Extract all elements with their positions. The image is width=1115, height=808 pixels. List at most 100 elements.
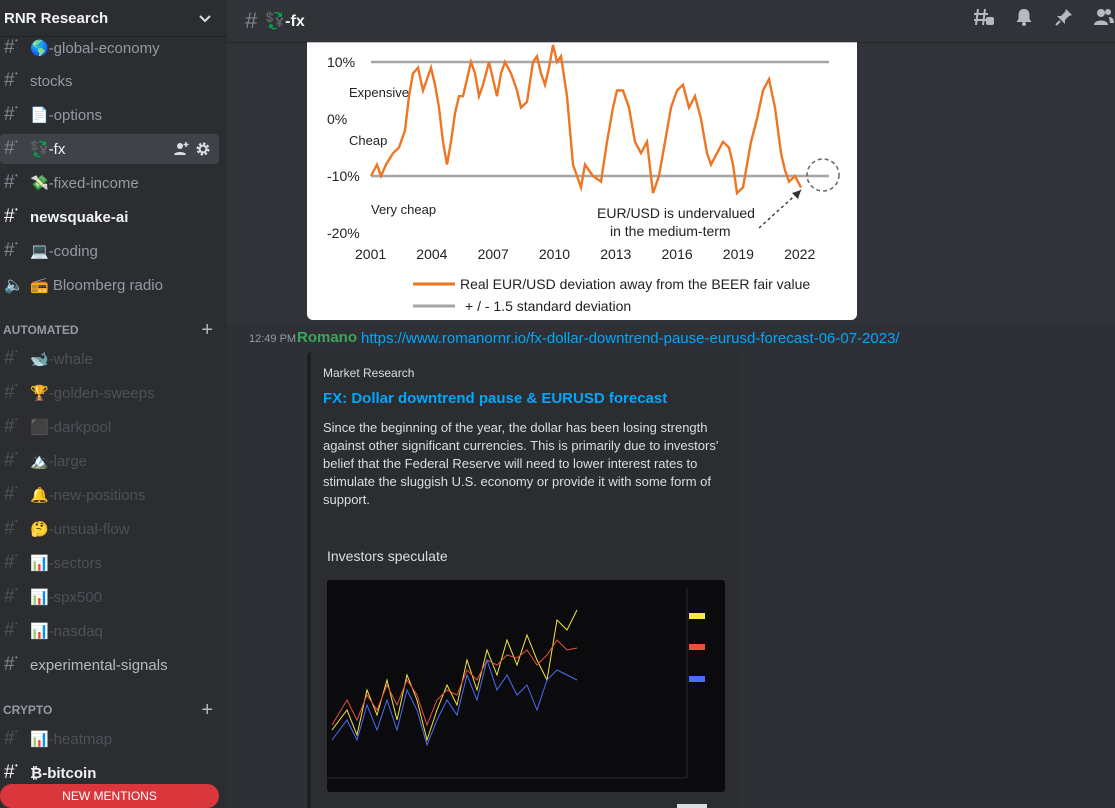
channel-label: 📄-options [30, 107, 103, 124]
channel-fx[interactable]: # • 💱-fx [0, 134, 219, 164]
thread-hash-icon: # • [4, 205, 18, 227]
thread-hash-icon: # • [4, 517, 18, 539]
channel-options[interactable]: # • 📄-options [0, 100, 219, 130]
category-crypto[interactable]: CRYPTO + [0, 698, 219, 721]
annotation-cheap: Cheap [349, 133, 387, 148]
channel-sidebar: RNR Research # • 🌎-global-economy # • stocks… [0, 0, 227, 808]
thread-hash-icon: # • [4, 137, 18, 159]
chart-image-attachment[interactable]: 10% 0% -10% -20% 2001 2004 2007 2010 2013 2016 20… [307, 42, 857, 320]
channel-experimental-signals[interactable]: # • experimental-signals [0, 650, 219, 680]
new-mentions-button[interactable]: NEW MENTIONS [0, 784, 219, 808]
notification-bell-icon[interactable] [1013, 6, 1035, 28]
x-tick-label: 2007 [478, 246, 509, 262]
scroll-indicator [677, 804, 707, 808]
channel-label: 📊-spx500 [30, 589, 103, 606]
thread-hash-icon: # • [4, 415, 18, 437]
add-channel-icon[interactable]: + [201, 698, 213, 721]
thread-hash-icon: # • [4, 36, 18, 58]
channel-bloomberg-radio[interactable]: 🔈 📻 Bloomberg radio [0, 270, 219, 300]
channel-header: # 💱-fx [227, 0, 1115, 42]
legend-stddev: + / - 1.5 standard deviation [465, 298, 631, 314]
thread-hash-icon: # • [4, 381, 18, 403]
y-tick-label: 0% [327, 111, 347, 127]
message-row[interactable]: 12:49 PM Romano https://www.romanornr.io… [227, 325, 1115, 808]
legend-deviation: Real EUR/USD deviation away from the BEE… [460, 276, 810, 292]
link-embed: Market Research FX: Dollar downtrend pau… [307, 352, 739, 808]
embed-chart-image[interactable] [327, 580, 725, 792]
channel-label: 🐋-whale [30, 351, 93, 368]
eurusd-beer-chart: 10%0%-10%-20% 2001 2004 2007 2010 2013 2016 20… [327, 44, 840, 314]
x-tick-label: 2001 [355, 246, 386, 262]
thread-hash-icon: # • [4, 347, 18, 369]
channel-label: ⬛-darkpool [30, 419, 112, 436]
channel-label: 📊-heatmap [30, 731, 113, 748]
message-area: 10% 0% -10% -20% 2001 2004 2007 2010 2013 2016 20… [227, 42, 1115, 808]
channel-unsual-flow[interactable]: # • 🤔-unsual-flow [0, 514, 219, 544]
x-tick-label: 2022 [784, 246, 815, 262]
thread-hash-icon: # • [4, 69, 18, 91]
thread-hash-icon: # • [4, 103, 18, 125]
channel-label: 🏔️-large [30, 453, 88, 470]
settings-gear-icon[interactable] [195, 141, 211, 157]
channel-title: 💱-fx [265, 13, 305, 30]
thread-hash-icon: # • [4, 653, 18, 675]
embed-description: Since the beginning of the year, the dol… [323, 420, 719, 507]
thread-hash-icon: # • [4, 585, 18, 607]
server-header[interactable]: RNR Research [0, 0, 227, 36]
annotation-very-cheap: Very cheap [371, 202, 436, 217]
channel-bitcoin[interactable]: # • ₿-bitcoin [0, 758, 219, 788]
category-automated[interactable]: AUTOMATED + [0, 318, 219, 341]
channel-global-economy[interactable]: # • 🌎-global-economy [0, 33, 219, 63]
y-tick-labels: 10% 0% -10% -20% [327, 54, 360, 241]
channel-golden-sweeps[interactable]: # • 🏆-golden-sweeps [0, 378, 219, 408]
channel-nasdaq[interactable]: # • 📊-nasdaq [0, 616, 219, 646]
embed-provider: Market Research [323, 366, 415, 380]
channel-fixed-income[interactable]: # • 💸-fixed-income [0, 168, 219, 198]
channel-label: 📊-sectors [30, 555, 103, 572]
channel-sectors[interactable]: # • 📊-sectors [0, 548, 219, 578]
thread-hash-icon: # • [4, 727, 18, 749]
message-author[interactable]: Romano [297, 329, 357, 346]
x-tick-labels: 2001 2004 2007 2010 2013 2016 2019 2022 [355, 246, 815, 262]
y-tick-label: 10% [327, 54, 355, 70]
channel-tools [173, 141, 211, 157]
channel-newsquake-ai[interactable]: # • newsquake-ai [0, 202, 219, 232]
pin-icon[interactable] [1053, 6, 1075, 28]
channel-label: newsquake-ai [30, 208, 129, 226]
embed-title[interactable]: FX: Dollar downtrend pause & EURUSD fore… [323, 390, 668, 407]
thread-hash-icon: # [245, 8, 258, 33]
channel-label: experimental-signals [30, 656, 168, 674]
channel-label: 📊-nasdaq [30, 623, 103, 640]
channel-large[interactable]: # • 🏔️-large [0, 446, 219, 476]
deviation-line [369, 44, 803, 196]
channel-spx500[interactable]: # • 📊-spx500 [0, 582, 219, 612]
channel-stocks[interactable]: # • stocks [0, 66, 219, 96]
channel-coding[interactable]: # • 💻-coding [0, 236, 219, 266]
message-link[interactable]: https://www.romanornr.io/fx-dollar-downt… [361, 330, 900, 347]
channel-label: 🤔-unsual-flow [30, 521, 130, 538]
chevron-down-icon [199, 15, 211, 23]
highlight-circle [806, 158, 840, 192]
thread-hash-icon: # • [4, 619, 18, 641]
embed-subheading: Investors speculate [327, 548, 448, 564]
channel-label: stocks [30, 72, 73, 90]
annotation-undervalued-1: EUR/USD is undervalued [597, 205, 755, 221]
channel-whale[interactable]: # • 🐋-whale [0, 344, 219, 374]
channel-label: ₿-bitcoin [30, 764, 97, 782]
x-tick-label: 2010 [539, 246, 570, 262]
header-toolbar [973, 6, 1115, 28]
category-label: CRYPTO [3, 703, 53, 717]
channel-darkpool[interactable]: # • ⬛-darkpool [0, 412, 219, 442]
member-list-icon[interactable] [1093, 6, 1115, 28]
add-channel-icon[interactable]: + [201, 318, 213, 341]
channel-label: 💸-fixed-income [30, 175, 139, 192]
channel-heatmap[interactable]: # • 📊-heatmap [0, 724, 219, 754]
thread-hash-icon: # • [4, 483, 18, 505]
invite-user-icon[interactable] [173, 141, 189, 157]
channel-new-positions[interactable]: # • 🔔-new-positions [0, 480, 219, 510]
annotation-undervalued-2: in the medium-term [610, 223, 731, 239]
thread-hash-icon: # • [4, 239, 18, 261]
channel-label: 💱-fx [30, 141, 66, 158]
threads-icon[interactable] [973, 6, 995, 28]
x-tick-label: 2016 [662, 246, 693, 262]
